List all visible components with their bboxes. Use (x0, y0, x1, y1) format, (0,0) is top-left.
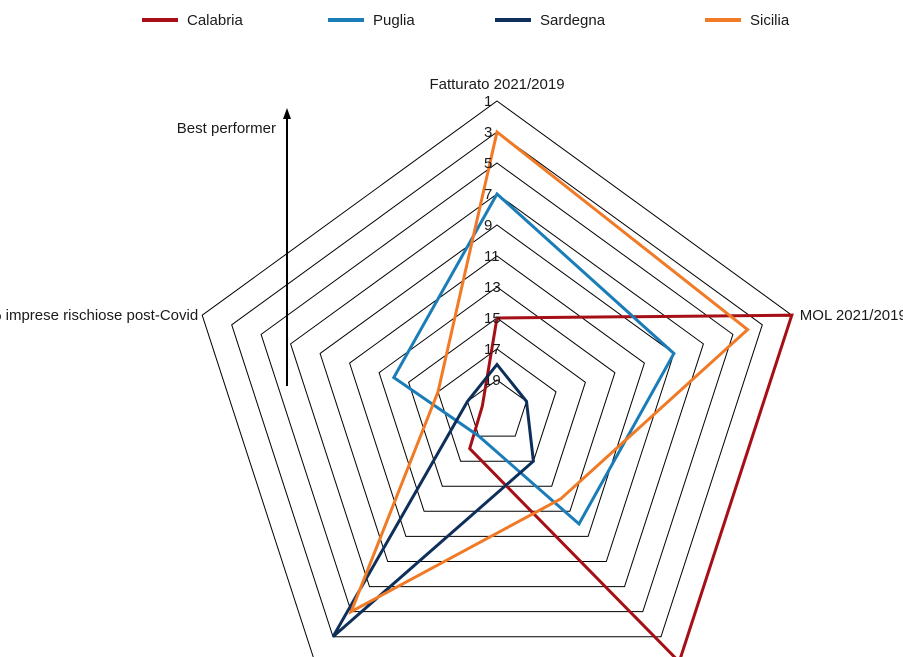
grid-ring (319, 224, 675, 562)
tick-label: 11 (484, 248, 500, 265)
legend-label: Sardegna (540, 12, 606, 29)
tick-label: 3 (484, 124, 492, 141)
tick-label: 17 (484, 341, 501, 358)
tick-label: 15 (484, 310, 501, 327)
tick-label: 19 (484, 372, 501, 389)
tick-label: 1 (484, 93, 492, 110)
grid-ring (201, 100, 793, 657)
series-sicilia (348, 129, 750, 615)
best-performer-arrowhead (283, 108, 291, 119)
grid-ring (231, 131, 763, 638)
grid-ring (408, 317, 586, 487)
grid-ring (437, 348, 557, 462)
axis-label: % imprese rischiose post-Covid (0, 307, 198, 324)
series-sardegna (331, 362, 535, 638)
grid-ring (466, 379, 528, 437)
axis-label: Fatturato 2021/2019 (429, 76, 564, 93)
grid-ring (260, 162, 734, 613)
tick-label: 5 (484, 155, 492, 172)
tick-label: 7 (484, 186, 492, 203)
tick-label: 9 (484, 217, 492, 234)
series-puglia (391, 191, 676, 527)
series-layer (331, 129, 794, 657)
tick-label: 13 (484, 279, 501, 296)
grid-ring (349, 255, 645, 537)
legend-label: Sicilia (750, 12, 790, 29)
radar-grid (201, 100, 793, 657)
legend: Calabria Puglia Sardegna Sicilia (142, 12, 790, 29)
best-performer-annotation: Best performer (177, 108, 291, 386)
axis-label: MOL 2021/2019 (800, 307, 903, 324)
series-calabria (468, 313, 794, 657)
best-performer-label: Best performer (177, 120, 276, 137)
grid-ring (290, 193, 704, 588)
legend-label: Calabria (187, 12, 244, 29)
grid-ring (378, 286, 616, 512)
legend-label: Puglia (373, 12, 415, 29)
